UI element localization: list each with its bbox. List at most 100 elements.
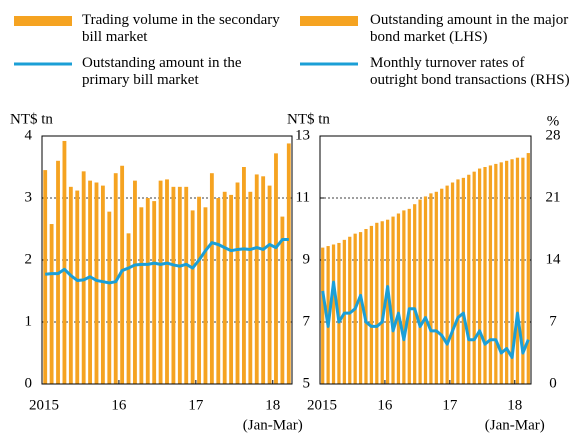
bar xyxy=(62,140,67,384)
y2-tick-label: 0 xyxy=(549,375,557,391)
y-tick-label: 5 xyxy=(303,375,311,391)
bar xyxy=(418,199,422,384)
bar xyxy=(321,247,325,384)
bar xyxy=(445,185,449,384)
bar xyxy=(158,180,163,384)
y-tick-label: 13 xyxy=(295,127,310,143)
y2-tick-label: 7 xyxy=(549,313,557,329)
bar xyxy=(242,167,246,384)
y-axis-label: NT$ tn xyxy=(287,111,330,127)
legend-swatch xyxy=(300,16,358,26)
bar xyxy=(461,177,465,384)
bar xyxy=(423,196,428,384)
y-tick-label: 3 xyxy=(25,189,33,205)
bar xyxy=(68,186,73,384)
bar xyxy=(331,244,336,384)
bar xyxy=(434,191,438,384)
bar xyxy=(488,165,493,384)
bar xyxy=(165,179,169,384)
bar xyxy=(229,194,234,384)
x-note: (Jan-Mar) xyxy=(243,417,303,433)
y2-tick-label: 28 xyxy=(546,127,561,143)
y-tick-label: 4 xyxy=(25,127,33,143)
bar xyxy=(364,229,368,384)
y2-tick-label: 14 xyxy=(546,251,562,267)
bar xyxy=(113,173,118,384)
bar xyxy=(203,207,208,384)
line xyxy=(321,280,530,359)
x-tick-label: 2015 xyxy=(29,397,59,413)
bar xyxy=(267,185,272,384)
legend-label: Outstanding amount in the primary bill m… xyxy=(82,55,242,88)
bar xyxy=(391,216,395,384)
x-tick-label: 18 xyxy=(265,397,280,413)
bar xyxy=(375,222,379,384)
bar xyxy=(197,196,201,384)
bar xyxy=(526,153,530,384)
bar xyxy=(190,210,195,384)
bar xyxy=(75,190,80,384)
x-tick-label: 17 xyxy=(188,397,204,413)
bar xyxy=(472,171,476,384)
bar xyxy=(152,201,157,384)
bar xyxy=(209,173,214,384)
plot-frame xyxy=(41,135,293,385)
bar xyxy=(171,186,176,384)
bar xyxy=(456,179,460,384)
bar xyxy=(477,168,482,384)
bar xyxy=(286,143,291,384)
bar xyxy=(515,157,520,384)
y2-axis-label: % xyxy=(547,113,560,129)
bar xyxy=(88,180,92,384)
bar xyxy=(386,219,390,384)
bar xyxy=(254,174,259,384)
bar xyxy=(81,171,86,384)
bar xyxy=(380,221,384,384)
legend-label: Trading volume in the secondary bill mar… xyxy=(82,12,280,45)
bar xyxy=(145,198,150,384)
bar xyxy=(100,185,105,384)
bar xyxy=(348,236,352,384)
bar xyxy=(450,182,455,384)
bar xyxy=(396,213,401,384)
y-tick-label: 9 xyxy=(303,251,311,267)
x-tick-label: 17 xyxy=(442,397,458,413)
legend-label: Outstanding amount in the major bond mar… xyxy=(370,12,569,45)
x-note: (Jan-Mar) xyxy=(485,417,545,433)
y-tick-label: 1 xyxy=(25,313,33,329)
bar xyxy=(49,224,54,384)
line xyxy=(45,238,289,285)
bar xyxy=(126,233,131,384)
bar xyxy=(120,165,125,384)
y-tick-label: 2 xyxy=(25,251,33,267)
x-tick-label: 16 xyxy=(377,397,393,413)
bar xyxy=(133,180,137,384)
y-axis-label: NT$ tn xyxy=(10,111,53,127)
bar xyxy=(505,160,509,384)
bar xyxy=(358,232,363,384)
x-tick-label: 18 xyxy=(507,397,522,413)
bar xyxy=(499,162,503,384)
bar xyxy=(413,204,417,384)
bar xyxy=(280,216,285,384)
legend-label: Monthly turnover rates of outright bond … xyxy=(370,55,570,88)
x-tick-label: 2015 xyxy=(307,397,337,413)
bar xyxy=(274,153,278,384)
bar xyxy=(235,182,240,384)
bar xyxy=(248,191,253,384)
bar xyxy=(510,159,514,384)
y-tick-label: 0 xyxy=(25,375,33,391)
bar xyxy=(467,174,471,384)
bar xyxy=(407,208,411,384)
bar xyxy=(261,176,266,384)
plot-frame xyxy=(319,135,532,385)
bar xyxy=(94,182,99,384)
bar xyxy=(222,191,227,384)
y2-tick-label: 21 xyxy=(546,189,561,205)
y-tick-label: 7 xyxy=(303,313,311,329)
bar xyxy=(429,193,433,384)
bar xyxy=(369,225,374,384)
bar xyxy=(216,198,221,384)
